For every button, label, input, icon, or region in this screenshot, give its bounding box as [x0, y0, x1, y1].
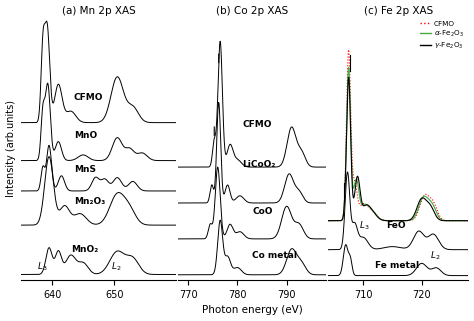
Text: Co metal: Co metal	[252, 251, 297, 260]
Text: $L_2$: $L_2$	[111, 261, 121, 273]
Legend: CFMO, $\alpha$-Fe$_2$O$_3$, $\gamma$-Fe$_2$O$_3$: CFMO, $\alpha$-Fe$_2$O$_3$, $\gamma$-Fe$…	[419, 20, 465, 51]
Text: CFMO: CFMO	[74, 93, 103, 102]
Text: FeO: FeO	[387, 221, 406, 230]
Text: CoO: CoO	[252, 206, 273, 216]
Text: Mn₂O₃: Mn₂O₃	[74, 197, 105, 206]
Text: MnO: MnO	[74, 131, 97, 140]
Text: $L_2$: $L_2$	[430, 250, 441, 262]
Title: (c) Fe 2p XAS: (c) Fe 2p XAS	[364, 5, 433, 15]
Text: $L_3$: $L_3$	[359, 219, 370, 232]
Text: Fe metal: Fe metal	[375, 261, 419, 270]
Title: (b) Co 2p XAS: (b) Co 2p XAS	[216, 5, 288, 15]
Text: LiCoO₂: LiCoO₂	[242, 160, 276, 169]
Title: (a) Mn 2p XAS: (a) Mn 2p XAS	[62, 5, 136, 15]
Text: CFMO: CFMO	[242, 120, 272, 129]
Text: MnO₂: MnO₂	[71, 245, 98, 254]
X-axis label: Photon energy (eV): Photon energy (eV)	[202, 306, 302, 316]
Y-axis label: Intensity (arb.units): Intensity (arb.units)	[6, 100, 16, 197]
Text: MnS: MnS	[74, 165, 96, 174]
Text: $L_3$: $L_3$	[36, 261, 47, 273]
